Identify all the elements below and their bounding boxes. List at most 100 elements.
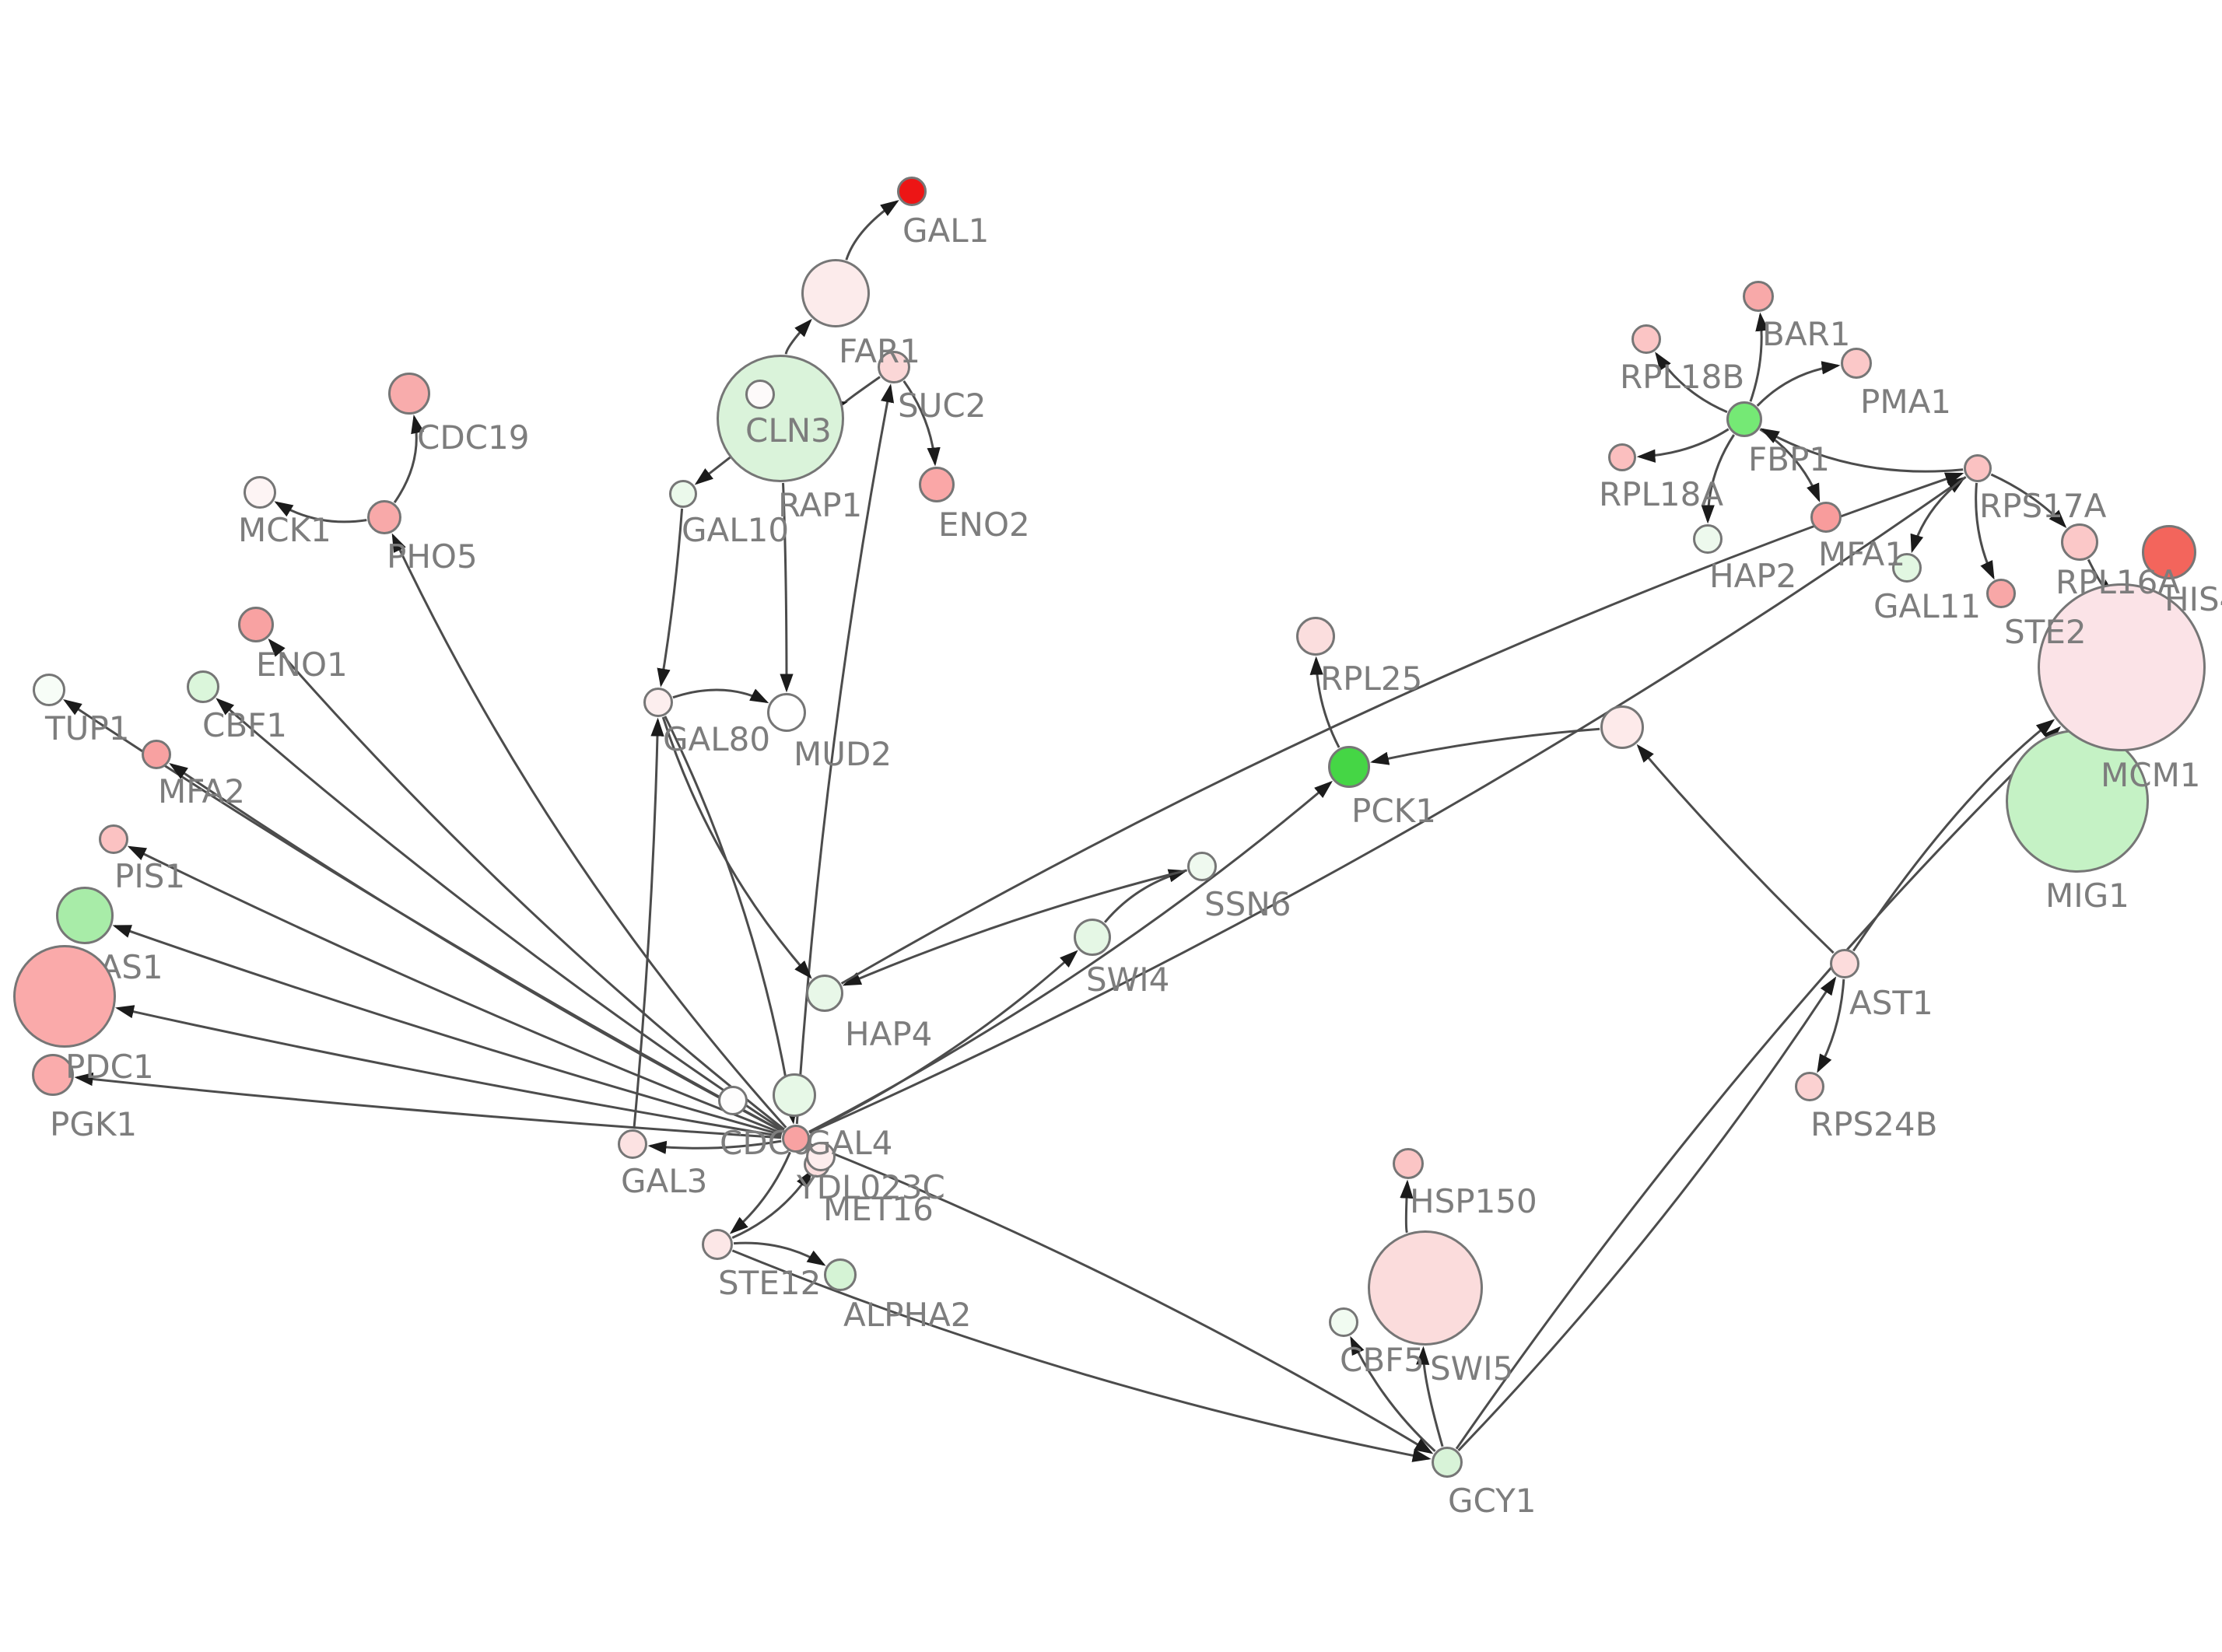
edge-gal4-pdc1[interactable] <box>115 1005 782 1138</box>
node-ste2[interactable] <box>1986 579 2016 608</box>
edge-rap1-gal10[interactable] <box>694 457 731 485</box>
node-suc2[interactable] <box>878 351 910 383</box>
node-eno2[interactable] <box>919 467 955 502</box>
node-rps17a[interactable] <box>1964 454 1992 482</box>
node-pho5[interactable] <box>367 500 401 534</box>
node-pdc1[interactable] <box>13 945 116 1048</box>
node-pinku[interactable] <box>1600 705 1644 749</box>
edge-rps17a-fbp1[interactable] <box>1760 428 1964 473</box>
node-ssn6[interactable] <box>1187 852 1217 881</box>
node-rpl16a[interactable] <box>2061 523 2098 561</box>
node-gal4[interactable] <box>782 1125 810 1153</box>
node-gcy1[interactable] <box>1432 1447 1463 1478</box>
edge-suc2-rap1[interactable] <box>828 376 881 414</box>
edge-gcy1-mcm1[interactable] <box>1455 726 2062 1450</box>
node-gal11[interactable] <box>1892 553 1922 583</box>
edge-gcy1-swi5[interactable] <box>1416 1346 1444 1447</box>
node-swi4[interactable] <box>1074 919 1111 956</box>
edge-gal4-gal3[interactable] <box>647 1139 782 1154</box>
edge-gal4-pck1[interactable] <box>808 780 1333 1133</box>
edge-gal4-suc2[interactable] <box>795 383 895 1125</box>
edge-swi4-ssn6[interactable] <box>1103 869 1188 923</box>
node-swi5[interactable] <box>1368 1230 1483 1346</box>
node-pis1[interactable] <box>99 824 128 854</box>
node-eno1[interactable] <box>238 607 274 642</box>
node-rpl25[interactable] <box>1296 617 1335 656</box>
edge-gal4-gcy1[interactable] <box>809 1143 1434 1454</box>
edge-gal4-pis1[interactable] <box>127 845 783 1135</box>
edge-fbp1-bar1[interactable] <box>1749 312 1769 402</box>
edge-fbp1-hap2[interactable] <box>1701 434 1735 524</box>
node-pma1[interactable] <box>1841 348 1872 379</box>
edge-fbp1-rpl18a[interactable] <box>1636 428 1730 463</box>
node-far1[interactable] <box>801 259 870 327</box>
edge-ssn6-hap4[interactable] <box>842 869 1187 986</box>
node-pgk1[interactable] <box>32 1054 74 1096</box>
edge-gal4-pgk1[interactable] <box>74 1072 782 1139</box>
edge-ste12-gcy1[interactable] <box>731 1249 1432 1462</box>
edge-rps17a-gal11[interactable] <box>1910 475 1967 554</box>
node-hap4[interactable] <box>806 975 843 1012</box>
node-alpha2[interactable] <box>824 1258 857 1291</box>
edge-gal4-pho5[interactable] <box>391 533 787 1129</box>
node-gal1[interactable] <box>897 177 927 206</box>
edge-pho5-mck1[interactable] <box>274 501 367 523</box>
edge-gal4-ras1[interactable] <box>112 925 783 1136</box>
edge-gal3-gal80[interactable] <box>633 717 664 1129</box>
node-cln3[interactable] <box>745 380 775 409</box>
node-rpl18a[interactable] <box>1608 443 1636 471</box>
edge-gal4-rps17a[interactable] <box>808 476 1966 1134</box>
edge-gal4-cbf1[interactable] <box>216 698 785 1132</box>
edge-pck1-rpl25[interactable] <box>1309 656 1341 748</box>
node-rpl18b[interactable] <box>1631 324 1661 354</box>
edge-pho5-cdc19[interactable] <box>393 415 425 503</box>
edge-ast1-pinku[interactable] <box>1636 744 1835 954</box>
edge-hap4-rps17a[interactable] <box>840 472 1964 985</box>
node-cdc19[interactable] <box>388 373 430 415</box>
node-bar1[interactable] <box>1743 281 1774 312</box>
node-greenx[interactable] <box>773 1073 816 1117</box>
node-rap1[interactable] <box>717 355 844 482</box>
edge-gal80-gal4[interactable] <box>664 716 797 1125</box>
node-fbp1[interactable] <box>1726 401 1762 437</box>
edge-gal4-ste12[interactable] <box>729 1151 791 1234</box>
edge-rap1-far1[interactable] <box>784 318 812 355</box>
edge-gcy1-ast1[interactable] <box>1457 976 1837 1451</box>
edge-gal4-eno1[interactable] <box>268 638 786 1131</box>
node-hap2[interactable] <box>1693 524 1723 554</box>
edge-ast1-rps24b[interactable] <box>1817 978 1845 1073</box>
node-gal3[interactable] <box>618 1129 647 1159</box>
node-tup1[interactable] <box>33 674 65 706</box>
edge-gal10-gal80[interactable] <box>657 508 684 688</box>
node-ydl023c[interactable] <box>806 1142 836 1171</box>
node-mfa2[interactable] <box>142 740 171 769</box>
node-cbf1[interactable] <box>187 670 219 703</box>
edge-rap1-mud2[interactable] <box>780 482 794 693</box>
node-mcm1[interactable] <box>2038 583 2206 751</box>
node-ste12[interactable] <box>702 1229 733 1260</box>
node-his4[interactable] <box>2142 525 2196 579</box>
edge-suc2-eno2[interactable] <box>902 380 941 467</box>
edge-gal80-mud2[interactable] <box>672 688 769 704</box>
edge-fbp1-pma1[interactable] <box>1756 361 1841 407</box>
node-gal80[interactable] <box>643 688 673 717</box>
node-pck1[interactable] <box>1328 746 1370 788</box>
edge-swi5-hsp150[interactable] <box>1400 1179 1414 1234</box>
edge-pinku-pck1[interactable] <box>1370 727 1600 765</box>
node-mud2[interactable] <box>767 693 806 732</box>
node-gal10[interactable] <box>669 480 697 508</box>
node-mfa1[interactable] <box>1810 502 1842 533</box>
edge-rps17a-rpl16a[interactable] <box>1990 473 2067 528</box>
edge-ste12-ydl023c[interactable] <box>731 1169 813 1239</box>
edge-fbp1-rpl18b[interactable] <box>1655 352 1728 414</box>
node-cdc6[interactable] <box>718 1086 748 1115</box>
node-mig1[interactable] <box>2006 730 2149 873</box>
node-rps24b[interactable] <box>1795 1072 1824 1101</box>
edge-rps17a-ste2[interactable] <box>1975 482 1995 580</box>
edge-gal4-mfa2[interactable] <box>169 763 783 1133</box>
node-hsp150[interactable] <box>1393 1148 1424 1179</box>
node-cbf5[interactable] <box>1329 1307 1358 1337</box>
edge-far1-gal1[interactable] <box>845 200 899 261</box>
node-mck1[interactable] <box>244 476 276 509</box>
edge-ste12-alpha2[interactable] <box>733 1241 826 1266</box>
